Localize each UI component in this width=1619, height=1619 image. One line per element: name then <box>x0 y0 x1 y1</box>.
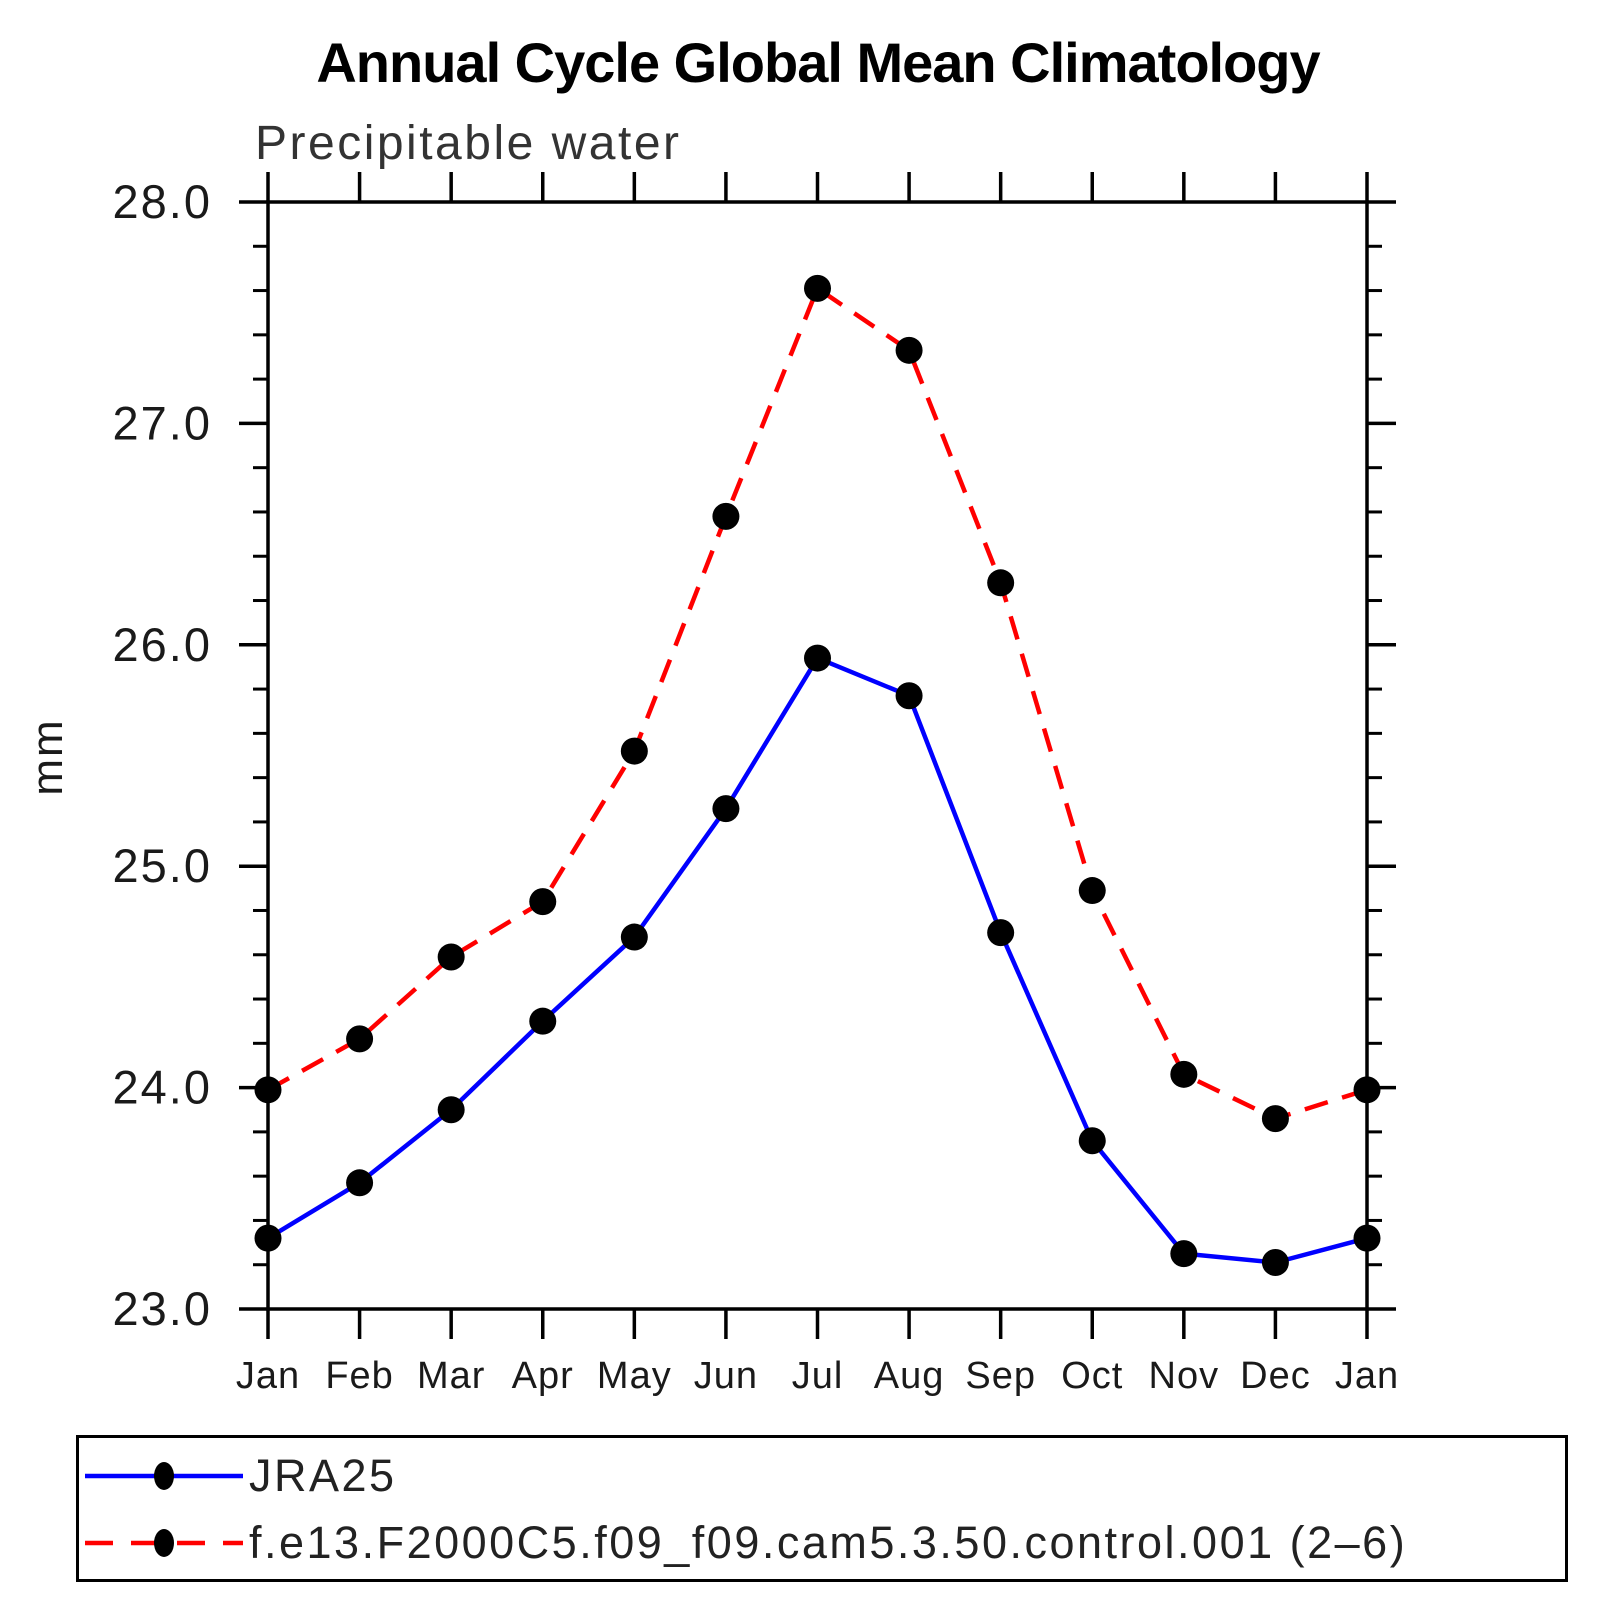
legend-marker-sample <box>154 1529 174 1557</box>
y-tick-label: 25.0 <box>113 839 212 892</box>
y-tick-label: 28.0 <box>113 175 212 228</box>
data-point-marker <box>987 569 1015 597</box>
axis-frame <box>266 200 1369 1311</box>
data-point-marker <box>1261 1249 1289 1277</box>
x-tick-label: Aug <box>874 1355 945 1397</box>
x-tick-label: Jun <box>694 1355 758 1397</box>
data-point-marker <box>254 1224 282 1252</box>
x-tick-label: Sep <box>965 1355 1036 1397</box>
data-point-marker <box>895 682 923 710</box>
data-point-marker <box>346 1169 374 1197</box>
legend-marker-sample <box>154 1462 174 1490</box>
data-point-marker <box>1170 1240 1198 1268</box>
data-point-marker <box>1353 1076 1381 1104</box>
chart-subtitle: Precipitable water <box>255 117 682 170</box>
legend-entry-jra25: JRA25 <box>83 1450 397 1501</box>
x-tick-label: Oct <box>1061 1355 1123 1397</box>
data-point-marker <box>1353 1224 1381 1252</box>
x-tick-label: Nov <box>1149 1355 1220 1397</box>
data-point-marker <box>804 274 831 302</box>
chart-title: Annual Cycle Global Mean Climatology <box>316 31 1320 94</box>
legend-swatch-1 <box>85 1529 243 1557</box>
data-point-marker <box>712 795 740 823</box>
data-point-marker <box>1170 1060 1198 1088</box>
y-tick-label: 23.0 <box>113 1282 212 1335</box>
data-point-marker <box>437 1096 465 1124</box>
x-tick-label: May <box>597 1355 672 1397</box>
data-point-marker <box>1078 1127 1106 1155</box>
legend-label: f.e13.F2000C5.f09_f09.cam5.3.50.control.… <box>249 1517 1408 1568</box>
x-tick-label: Jan <box>236 1355 300 1397</box>
data-point-marker <box>895 336 923 364</box>
y-tick-label: 27.0 <box>113 396 212 449</box>
x-tick-label: Dec <box>1240 1355 1311 1397</box>
data-point-marker <box>1261 1105 1289 1133</box>
legend-swatch-0 <box>85 1462 243 1490</box>
x-tick-label: Apr <box>512 1355 574 1397</box>
data-point-marker <box>346 1025 374 1053</box>
data-point-marker <box>620 923 648 951</box>
legend: JRA25 f.e13.F2000C5.f09_f09.cam5.3.50.co… <box>76 1435 1568 1582</box>
data-point-marker <box>529 888 557 916</box>
data-point-marker <box>529 1007 557 1035</box>
legend-label: JRA25 <box>249 1450 397 1501</box>
data-point-marker <box>804 644 831 672</box>
data-point-marker <box>437 943 465 971</box>
data-point-marker <box>987 919 1015 947</box>
y-tick-label: 26.0 <box>113 618 212 671</box>
x-tick-label: Feb <box>325 1355 393 1397</box>
y-axis-label: mm <box>23 718 72 795</box>
data-point-marker <box>1078 877 1106 905</box>
series-line-0 <box>266 655 1368 1265</box>
x-tick-label: Jul <box>792 1355 844 1397</box>
series-line-1 <box>266 284 1368 1122</box>
x-tick-label: Mar <box>417 1355 485 1397</box>
legend-entry-model: f.e13.F2000C5.f09_f09.cam5.3.50.control.… <box>83 1517 1407 1568</box>
y-tick-label: 24.0 <box>113 1061 212 1114</box>
data-point-marker <box>620 737 648 765</box>
data-point-marker <box>254 1076 282 1104</box>
data-point-marker <box>712 502 740 530</box>
x-tick-label: Jan <box>1335 1355 1399 1397</box>
